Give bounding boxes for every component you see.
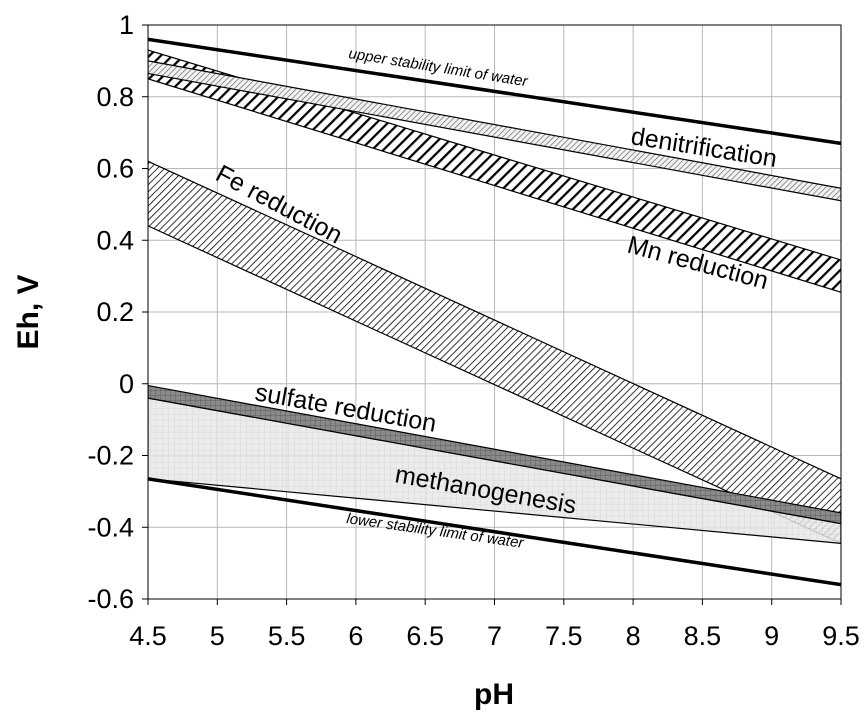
x-tick-label: 6.5 [406, 621, 444, 651]
band-sulfate-reduction [148, 384, 841, 525]
x-tick-label: 8 [626, 621, 641, 651]
band-mn-reduction [148, 49, 841, 293]
x-tick-label: 9.5 [822, 621, 860, 651]
lower-water-label: lower stability limit of water [345, 510, 525, 552]
x-tick-label: 5 [210, 621, 225, 651]
lower-stability-limit-of-water-line [148, 477, 841, 587]
x-tick-label: 6 [348, 621, 363, 651]
y-tick-label: 0.6 [96, 154, 134, 184]
x-tick-label: 4.5 [129, 621, 167, 651]
tick-labels: 4.5 5 5.5 6 6.5 7 7.5 8 8.5 9 9.5 1 0.8 0.6 0.4 0.2 0 -0.… [87, 10, 859, 651]
upper-stability-limit-of-water-line [148, 37, 841, 146]
band-denitrification [148, 60, 841, 202]
y-axis-title: Eh, V [12, 274, 45, 349]
x-tick-label: 7 [487, 621, 502, 651]
y-tick-label: 0.2 [96, 297, 134, 327]
y-tick-label: -0.2 [87, 441, 134, 471]
x-tick-label: 8.5 [684, 621, 722, 651]
band-layer [148, 49, 841, 545]
x-axis-title: pH [474, 678, 514, 711]
y-tick-label: 1 [119, 10, 134, 40]
y-tick-label: 0 [119, 369, 134, 399]
water-limit-lines [148, 37, 841, 587]
y-tick-label: 0.4 [96, 225, 134, 255]
x-tick-label: 9 [764, 621, 779, 651]
band-fe-reduction [148, 160, 841, 545]
y-tick-label: -0.4 [87, 512, 134, 542]
x-tick-label: 5.5 [268, 621, 306, 651]
y-tick-label: -0.6 [87, 584, 134, 614]
x-tick-label: 7.5 [545, 621, 583, 651]
y-tick-label: 0.8 [96, 82, 134, 112]
